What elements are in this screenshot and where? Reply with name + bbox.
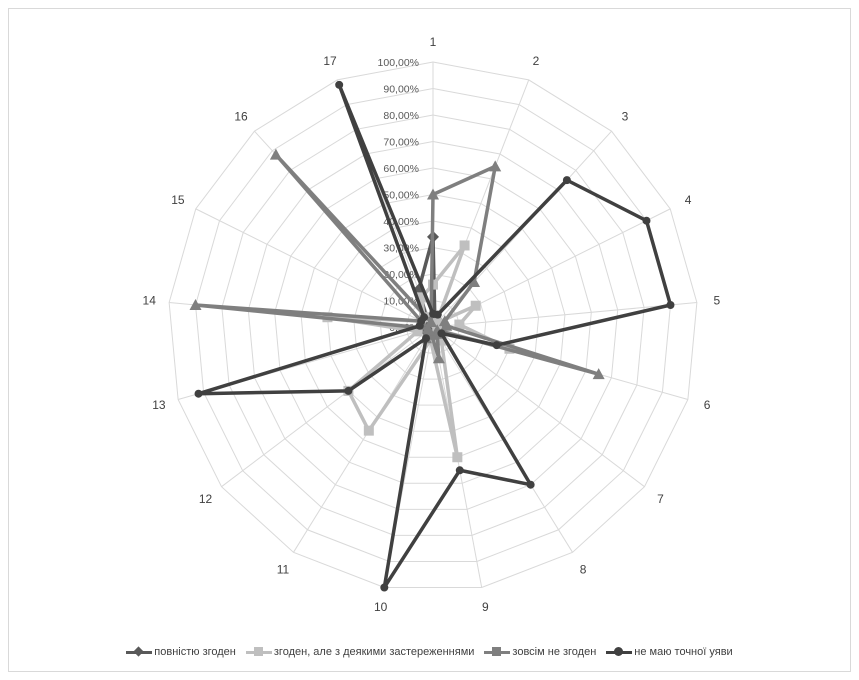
category-label: 4 <box>685 193 692 207</box>
grid-ring <box>274 167 592 484</box>
legend-label: зовсім не згоден <box>512 646 597 658</box>
legend-label: повністю згоден <box>154 646 236 658</box>
data-point <box>269 148 282 160</box>
grid-ring <box>353 246 513 406</box>
grid-spoke <box>195 208 434 328</box>
category-label: 6 <box>704 398 711 412</box>
data-point <box>422 334 431 343</box>
legend-swatch-icon <box>606 647 633 657</box>
category-label: 11 <box>277 562 290 576</box>
grid-ring <box>326 220 540 432</box>
tick-label: 60,00% <box>383 163 419 175</box>
data-point <box>492 341 501 350</box>
data-point <box>592 368 605 380</box>
data-point <box>562 176 571 185</box>
data-point <box>425 335 436 346</box>
series-line <box>193 152 601 376</box>
series <box>194 80 675 592</box>
data-point <box>459 240 470 251</box>
legend-item: згоден, але з деякими застереженнями <box>245 646 475 658</box>
radar-chart: 0,00%10,00%20,00%30,00%40,00%50,00%60,00… <box>143 35 721 614</box>
data-point <box>468 275 481 287</box>
data-point <box>421 322 434 334</box>
grid-spoke <box>293 326 434 553</box>
tick-label: 50,00% <box>383 190 419 202</box>
category-label: 13 <box>152 398 166 412</box>
legend-label: не маю точної уяви <box>634 646 733 658</box>
data-point <box>440 319 453 331</box>
data-point <box>454 319 465 330</box>
data-point <box>363 425 374 436</box>
data-point <box>489 160 502 172</box>
category-label: 2 <box>533 54 540 68</box>
tick-label: 30,00% <box>383 243 419 255</box>
data-point <box>427 188 439 200</box>
category-label: 5 <box>713 294 720 308</box>
legend-item: не маю точної уяви <box>606 646 733 658</box>
data-point <box>666 300 675 309</box>
data-point <box>437 329 446 338</box>
data-point <box>642 216 651 225</box>
data-point <box>526 480 535 489</box>
grid-spoke <box>432 302 697 328</box>
category-label: 16 <box>234 109 248 123</box>
data-point <box>431 318 442 329</box>
data-point <box>344 386 353 395</box>
category-label: 10 <box>374 600 388 614</box>
data-point <box>470 300 481 311</box>
category-label: 1 <box>430 35 437 49</box>
grid-ring <box>221 114 645 536</box>
category-label: 8 <box>580 562 587 576</box>
data-point <box>433 310 442 319</box>
radial-tick-labels: 0,00%10,00%20,00%30,00%40,00%50,00%60,00… <box>378 57 419 334</box>
grid-ring <box>168 61 698 588</box>
data-point <box>432 352 445 364</box>
data-point <box>335 80 344 89</box>
data-point <box>380 583 389 592</box>
category-label: 7 <box>657 492 664 506</box>
tick-label: 80,00% <box>383 110 419 122</box>
data-point <box>455 466 464 475</box>
grid-spoke <box>221 326 434 488</box>
data-point <box>416 292 427 303</box>
data-point <box>420 313 429 322</box>
data-series <box>189 80 675 592</box>
series <box>189 148 605 380</box>
tick-label: 100,00% <box>378 57 419 69</box>
data-point <box>452 452 463 463</box>
category-label: 9 <box>482 600 489 614</box>
tick-label: 70,00% <box>383 137 419 149</box>
grid-ring <box>195 87 671 562</box>
legend-swatch-icon <box>245 647 272 657</box>
category-label: 17 <box>323 54 337 68</box>
category-label: 15 <box>171 193 185 207</box>
data-point <box>425 316 438 328</box>
legend-item: повністю згоден <box>126 646 236 658</box>
tick-label: 90,00% <box>383 84 419 96</box>
category-label: 3 <box>622 109 629 123</box>
legend-label: згоден, але з деякими застереженнями <box>273 646 475 658</box>
data-point <box>189 298 202 310</box>
category-label: 14 <box>143 294 157 308</box>
data-point <box>412 326 423 337</box>
legend-swatch-icon <box>484 647 511 657</box>
data-point <box>436 335 447 346</box>
legend-item: зовсім не згоден <box>484 646 596 658</box>
category-label: 12 <box>199 492 213 506</box>
grid-ring <box>300 193 566 458</box>
data-point <box>194 389 203 398</box>
legend: повністю згоден згоден, але з деякими зас… <box>0 646 859 658</box>
legend-swatch-icon <box>126 646 153 657</box>
grid-spoke <box>432 326 645 488</box>
